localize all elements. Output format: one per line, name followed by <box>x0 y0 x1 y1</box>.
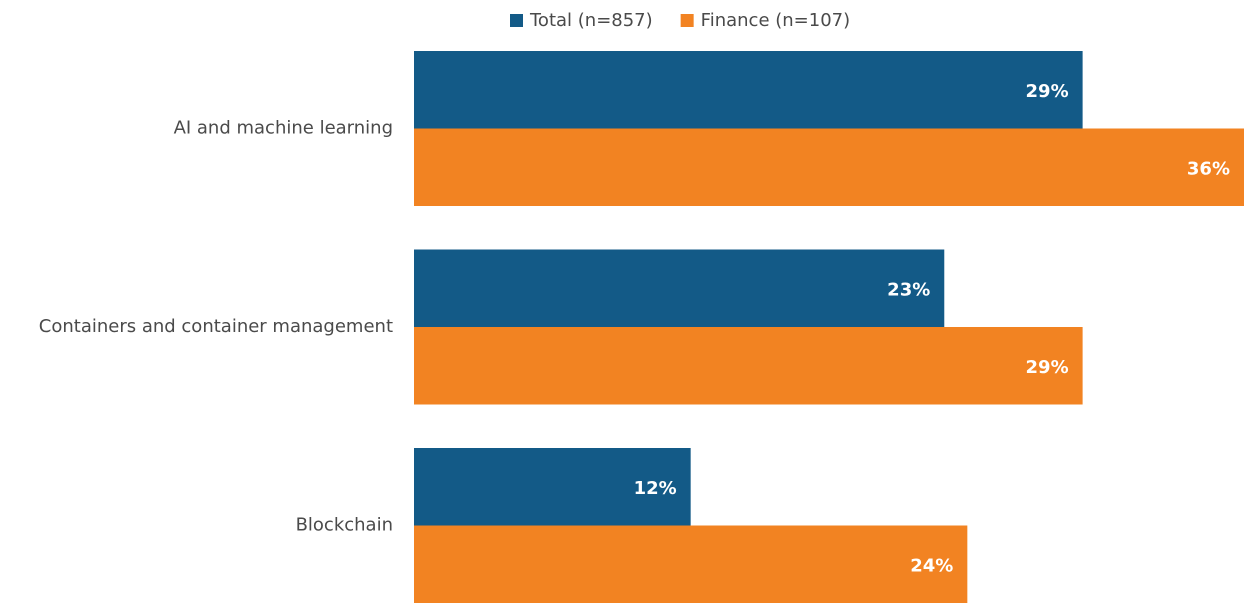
bar <box>414 249 945 327</box>
data-label: 24% <box>910 555 953 576</box>
data-label: 29% <box>1026 81 1069 102</box>
bar <box>414 525 968 603</box>
legend-swatch <box>510 14 523 27</box>
bar <box>414 128 1244 206</box>
category-label: Blockchain <box>296 515 393 536</box>
legend-label: Total (n=857) <box>529 10 653 31</box>
data-label: 36% <box>1187 158 1230 179</box>
legend-label: Finance (n=107) <box>701 10 850 31</box>
data-label: 12% <box>634 478 677 499</box>
category-label: Containers and container management <box>39 316 393 337</box>
bar <box>414 448 691 526</box>
category-label: AI and machine learning <box>174 118 393 139</box>
bar <box>414 327 1083 405</box>
data-label: 23% <box>887 279 930 300</box>
data-label: 29% <box>1026 357 1069 378</box>
legend-swatch <box>680 14 694 27</box>
bar <box>414 51 1083 129</box>
